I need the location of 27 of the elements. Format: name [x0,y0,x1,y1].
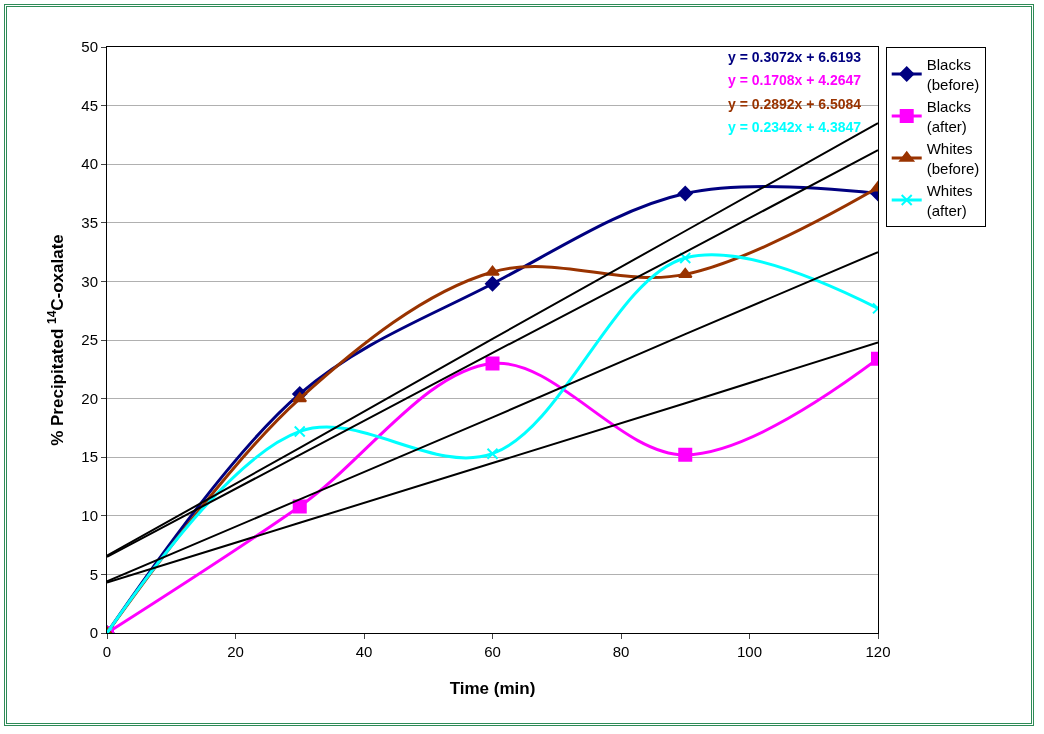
annotation: y = 0.3072x + 6.6193 [728,49,862,65]
y-tick-label: 30 [81,272,98,290]
legend-label: Blacks (after) [926,98,971,135]
y-tick-label: 50 [81,38,98,56]
y-tick-label: 10 [81,507,98,525]
x-tick-label: 120 [865,643,891,660]
x-tick-label: 100 [736,643,763,660]
y-tick-label: 15 [81,448,98,466]
legend-label: Blacks (before) [926,56,980,93]
y-tick-label: 5 [89,565,98,583]
annotation: y = 0.2892x + 6.5084 [728,96,862,112]
annotation: y = 0.2342x + 4.3847 [728,119,862,135]
annotation: y = 0.1708x + 4.2647 [728,72,862,88]
y-tick-label: 0 [89,624,98,642]
x-tick-label: 80 [612,643,630,660]
x-tick-label: 0 [102,643,112,660]
x-tick-label: 20 [227,643,244,660]
y-tick-label: 35 [81,214,98,232]
x-tick-label: 60 [484,643,501,660]
legend-label: Whites (after) [926,182,973,219]
x-tick-label: 40 [355,643,373,660]
legend-label: Whites (before) [926,140,980,177]
x-axis-title: Time (min) [449,679,536,698]
y-tick-label: 25 [81,331,98,349]
y-tick-label: 40 [81,155,98,173]
y-tick-label: 45 [81,96,98,114]
y-tick-label: 20 [81,389,98,407]
